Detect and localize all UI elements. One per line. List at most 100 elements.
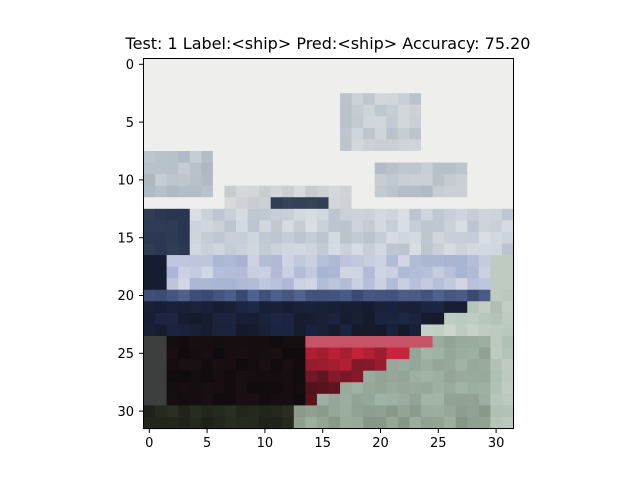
image-pixel [386, 162, 399, 175]
image-pixel [444, 58, 457, 71]
image-pixel [397, 208, 411, 221]
image-pixel [455, 278, 468, 291]
image-pixel [351, 289, 364, 302]
image-pixel [247, 104, 260, 117]
image-pixel [282, 139, 295, 152]
image-pixel [178, 324, 191, 337]
image-pixel [236, 127, 249, 141]
image-pixel [351, 266, 364, 279]
image-pixel [467, 370, 480, 383]
image-pixel [397, 243, 411, 256]
image-pixel [455, 58, 468, 71]
image-pixel [212, 324, 226, 337]
image-pixel [224, 243, 237, 256]
image-pixel [421, 347, 434, 360]
image-pixel [282, 116, 295, 129]
image-pixel [282, 416, 295, 430]
image-pixel [316, 116, 330, 129]
x-tick-label: 30 [488, 436, 505, 451]
image-pixel [386, 266, 399, 279]
image-pixel [236, 382, 249, 395]
image-pixel [305, 139, 318, 152]
image-pixel [478, 382, 491, 395]
image-pixel [340, 197, 353, 210]
image-pixel [212, 70, 226, 83]
image-pixel [478, 93, 491, 106]
image-pixel [467, 58, 480, 71]
image-pixel [155, 312, 168, 326]
image-pixel [444, 324, 457, 337]
image-pixel [236, 393, 249, 406]
image-pixel [386, 312, 399, 326]
image-pixel [201, 127, 214, 141]
image-pixel [259, 151, 272, 164]
image-pixel [478, 336, 491, 349]
image-pixel [259, 336, 272, 349]
image-pixel [212, 405, 226, 418]
image-pixel [421, 104, 434, 117]
image-pixel [224, 278, 237, 291]
image-pixel [444, 266, 457, 279]
image-pixel [212, 116, 226, 129]
image-pixel [490, 266, 503, 279]
image-pixel [397, 174, 411, 187]
image-pixel [478, 266, 491, 279]
y-tick-label: 15 [117, 231, 134, 246]
image-pixel [316, 197, 330, 210]
image-pixel [166, 405, 179, 418]
image-pixel [397, 139, 411, 152]
image-pixel [490, 197, 503, 210]
image-pixel [409, 151, 422, 164]
image-pixel [444, 174, 457, 187]
image-pixel [143, 266, 156, 279]
image-pixel [178, 347, 191, 360]
image-pixel [478, 70, 491, 83]
image-pixel [363, 220, 376, 233]
image-pixel [421, 58, 434, 71]
image-pixel [340, 324, 353, 337]
image-pixel [374, 104, 387, 117]
image-pixel [270, 243, 283, 256]
image-pixel [166, 185, 179, 198]
image-pixel [201, 301, 214, 314]
image-pixel [270, 139, 283, 152]
image-pixel [397, 289, 411, 302]
image-pixel [501, 278, 515, 291]
image-pixel [259, 139, 272, 152]
image-pixel [351, 243, 364, 256]
image-pixel [386, 278, 399, 291]
image-pixel [340, 151, 353, 164]
image-pixel [432, 93, 445, 106]
image-pixel [478, 312, 491, 326]
image-pixel [363, 70, 376, 83]
image-pixel [201, 81, 214, 94]
image-pixel [467, 393, 480, 406]
image-pixel [212, 416, 226, 430]
image-pixel [478, 347, 491, 360]
image-pixel [363, 81, 376, 94]
image-pixel [351, 301, 364, 314]
image-pixel [363, 347, 376, 360]
image-pixel [189, 312, 202, 326]
image-pixel [444, 393, 457, 406]
image-pixel [386, 359, 399, 372]
image-pixel [155, 70, 168, 83]
image-pixel [316, 231, 330, 245]
image-pixel [397, 104, 411, 117]
image-pixel [386, 336, 399, 349]
image-pixel [143, 347, 156, 360]
image-pixel [305, 208, 318, 221]
image-pixel [178, 127, 191, 141]
image-pixel [397, 359, 411, 372]
image-pixel [316, 81, 330, 94]
image-pixel [316, 208, 330, 221]
image-pixel [432, 81, 445, 94]
image-pixel [178, 393, 191, 406]
image-pixel [397, 393, 411, 406]
image-pixel [189, 231, 202, 245]
image-pixel [201, 289, 214, 302]
image-pixel [501, 243, 515, 256]
image-pixel [444, 104, 457, 117]
image-pixel [363, 58, 376, 71]
image-pixel [189, 416, 202, 430]
